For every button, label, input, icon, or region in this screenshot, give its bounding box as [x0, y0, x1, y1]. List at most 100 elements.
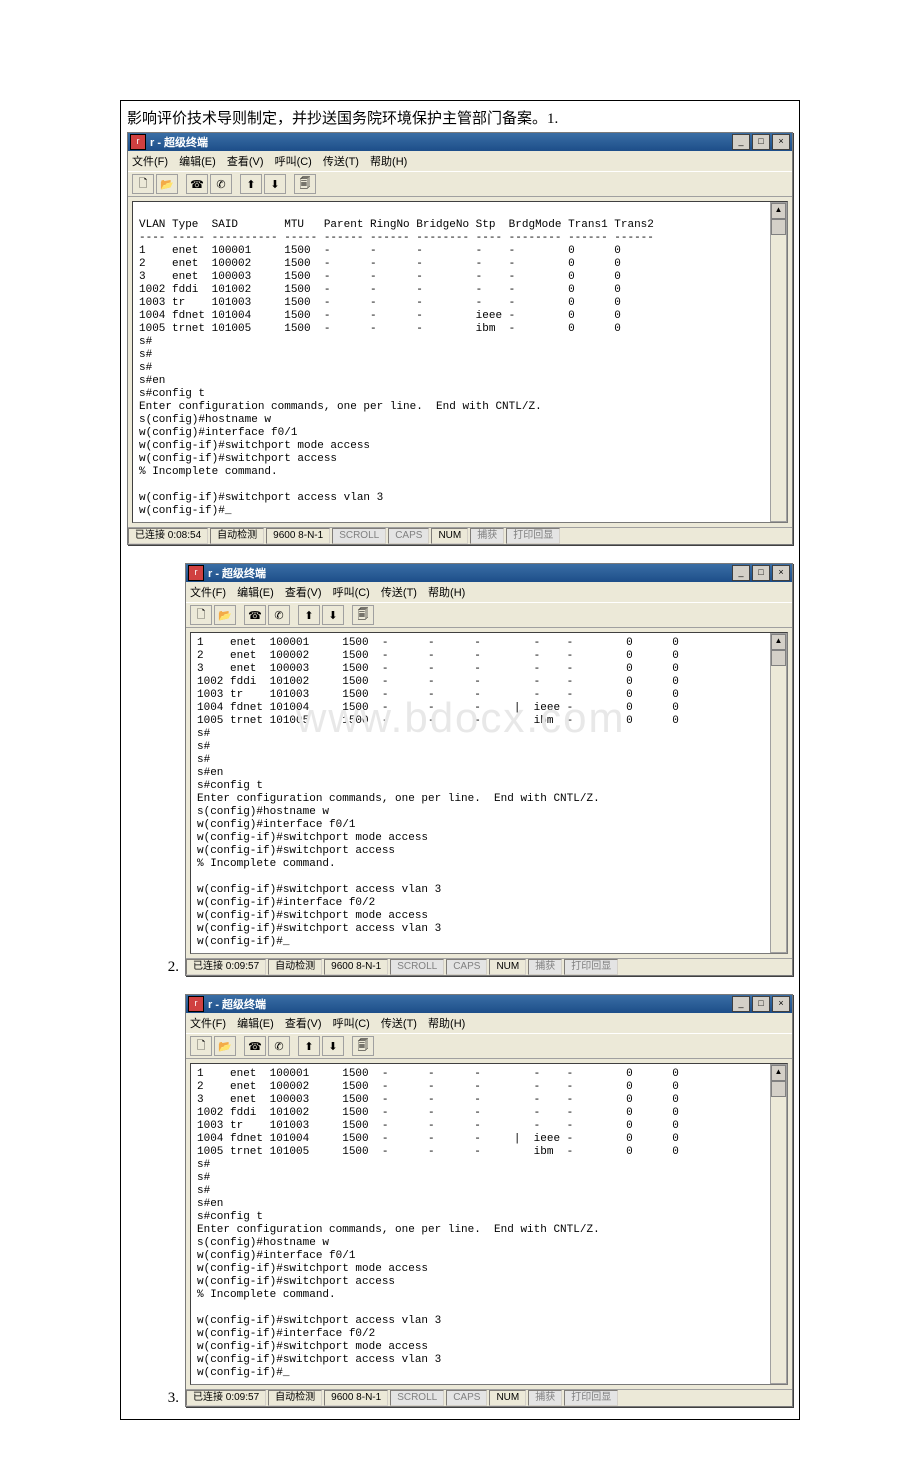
status-print: 打印回显: [564, 959, 618, 975]
menu-transfer[interactable]: 传送(T): [381, 587, 417, 599]
scrollbar[interactable]: ▲: [770, 633, 787, 953]
send-icon[interactable]: ⬆: [298, 605, 320, 625]
status-connection: 已连接 0:08:54: [128, 528, 208, 544]
call-icon[interactable]: ☎: [244, 1036, 266, 1056]
maximize-button[interactable]: □: [752, 565, 770, 581]
close-button[interactable]: ×: [772, 996, 790, 1012]
status-num: NUM: [431, 528, 468, 544]
properties-icon[interactable]: 🗐: [352, 1036, 374, 1056]
hangup-icon[interactable]: ✆: [268, 605, 290, 625]
menu-help[interactable]: 帮助(H): [428, 587, 465, 599]
scrollbar[interactable]: ▲: [770, 1064, 787, 1384]
status-scroll: SCROLL: [390, 959, 444, 975]
new-icon[interactable]: 🗋: [190, 1036, 212, 1056]
hyperterminal-window-1: r r - 超级终端 _ □ × 文件(F) 编辑(E) 查看(V) 呼叫(C)…: [127, 132, 793, 545]
menu-edit[interactable]: 编辑(E): [237, 587, 274, 599]
status-caps: CAPS: [446, 959, 487, 975]
app-icon: r: [188, 996, 204, 1012]
open-icon[interactable]: 📂: [214, 1036, 236, 1056]
scroll-up-icon[interactable]: ▲: [771, 634, 786, 650]
minimize-button[interactable]: _: [732, 134, 750, 150]
status-scroll: SCROLL: [390, 1390, 444, 1406]
status-connection: 已连接 0:09:57: [186, 959, 266, 975]
scrollbar[interactable]: ▲: [770, 202, 787, 522]
receive-icon[interactable]: ⬇: [322, 1036, 344, 1056]
hangup-icon[interactable]: ✆: [268, 1036, 290, 1056]
menu-file[interactable]: 文件(F): [132, 156, 168, 168]
menu-help[interactable]: 帮助(H): [428, 1018, 465, 1030]
titlebar[interactable]: r r - 超级终端 _ □ ×: [128, 133, 792, 151]
status-print: 打印回显: [564, 1390, 618, 1406]
terminal-output[interactable]: VLAN Type SAID MTU Parent RingNo BridgeN…: [132, 201, 788, 523]
status-caps: CAPS: [388, 528, 429, 544]
menu-view[interactable]: 查看(V): [227, 156, 264, 168]
minimize-button[interactable]: _: [732, 996, 750, 1012]
status-autodetect: 自动检测: [210, 528, 264, 544]
scroll-thumb[interactable]: [771, 650, 786, 666]
scroll-up-icon[interactable]: ▲: [771, 203, 786, 219]
menu-help[interactable]: 帮助(H): [370, 156, 407, 168]
toolbar: 🗋 📂 ☎ ✆ ⬆ ⬇ 🗐: [186, 1033, 792, 1059]
maximize-button[interactable]: □: [752, 996, 770, 1012]
list-number-2: 2.: [127, 959, 185, 976]
status-num: NUM: [489, 1390, 526, 1406]
menu-edit[interactable]: 编辑(E): [179, 156, 216, 168]
statusbar: 已连接 0:09:57 自动检测 9600 8-N-1 SCROLL CAPS …: [186, 1389, 792, 1406]
menu-file[interactable]: 文件(F): [190, 587, 226, 599]
page-header-text: 影响评价技术导则制定，并抄送国务院环境保护主管部门备案。1.: [127, 107, 793, 128]
app-icon: r: [188, 565, 204, 581]
status-print: 打印回显: [506, 528, 560, 544]
receive-icon[interactable]: ⬇: [322, 605, 344, 625]
menu-transfer[interactable]: 传送(T): [381, 1018, 417, 1030]
status-capture: 捕获: [528, 1390, 562, 1406]
send-icon[interactable]: ⬆: [298, 1036, 320, 1056]
menu-view[interactable]: 查看(V): [285, 587, 322, 599]
status-baud: 9600 8-N-1: [324, 1390, 388, 1406]
statusbar: 已连接 0:09:57 自动检测 9600 8-N-1 SCROLL CAPS …: [186, 958, 792, 975]
menubar: 文件(F) 编辑(E) 查看(V) 呼叫(C) 传送(T) 帮助(H): [186, 1013, 792, 1033]
status-capture: 捕获: [470, 528, 504, 544]
send-icon[interactable]: ⬆: [240, 174, 262, 194]
menu-call[interactable]: 呼叫(C): [333, 587, 370, 599]
hangup-icon[interactable]: ✆: [210, 174, 232, 194]
status-autodetect: 自动检测: [268, 1390, 322, 1406]
menubar: 文件(F) 编辑(E) 查看(V) 呼叫(C) 传送(T) 帮助(H): [186, 582, 792, 602]
list-number-3: 3.: [127, 1390, 185, 1407]
terminal-output[interactable]: 1 enet 100001 1500 - - - - - 0 0 2 enet …: [190, 632, 788, 954]
toolbar: 🗋 📂 ☎ ✆ ⬆ ⬇ 🗐: [128, 171, 792, 197]
scroll-up-icon[interactable]: ▲: [771, 1065, 786, 1081]
window-title: r - 超级终端: [208, 565, 732, 581]
close-button[interactable]: ×: [772, 565, 790, 581]
status-connection: 已连接 0:09:57: [186, 1390, 266, 1406]
titlebar[interactable]: r r - 超级终端 _ □ ×: [186, 564, 792, 582]
close-button[interactable]: ×: [772, 134, 790, 150]
scroll-thumb[interactable]: [771, 219, 786, 235]
new-icon[interactable]: 🗋: [190, 605, 212, 625]
scroll-thumb[interactable]: [771, 1081, 786, 1097]
maximize-button[interactable]: □: [752, 134, 770, 150]
properties-icon[interactable]: 🗐: [294, 174, 316, 194]
toolbar: 🗋 📂 ☎ ✆ ⬆ ⬇ 🗐: [186, 602, 792, 628]
status-autodetect: 自动检测: [268, 959, 322, 975]
status-num: NUM: [489, 959, 526, 975]
terminal-output[interactable]: 1 enet 100001 1500 - - - - - 0 0 2 enet …: [190, 1063, 788, 1385]
properties-icon[interactable]: 🗐: [352, 605, 374, 625]
menu-call[interactable]: 呼叫(C): [275, 156, 312, 168]
window-title: r - 超级终端: [150, 134, 732, 150]
new-icon[interactable]: 🗋: [132, 174, 154, 194]
minimize-button[interactable]: _: [732, 565, 750, 581]
open-icon[interactable]: 📂: [214, 605, 236, 625]
call-icon[interactable]: ☎: [186, 174, 208, 194]
call-icon[interactable]: ☎: [244, 605, 266, 625]
status-baud: 9600 8-N-1: [266, 528, 330, 544]
menu-view[interactable]: 查看(V): [285, 1018, 322, 1030]
statusbar: 已连接 0:08:54 自动检测 9600 8-N-1 SCROLL CAPS …: [128, 527, 792, 544]
status-scroll: SCROLL: [332, 528, 386, 544]
open-icon[interactable]: 📂: [156, 174, 178, 194]
menu-edit[interactable]: 编辑(E): [237, 1018, 274, 1030]
menu-call[interactable]: 呼叫(C): [333, 1018, 370, 1030]
menu-file[interactable]: 文件(F): [190, 1018, 226, 1030]
titlebar[interactable]: r r - 超级终端 _ □ ×: [186, 995, 792, 1013]
receive-icon[interactable]: ⬇: [264, 174, 286, 194]
menu-transfer[interactable]: 传送(T): [323, 156, 359, 168]
